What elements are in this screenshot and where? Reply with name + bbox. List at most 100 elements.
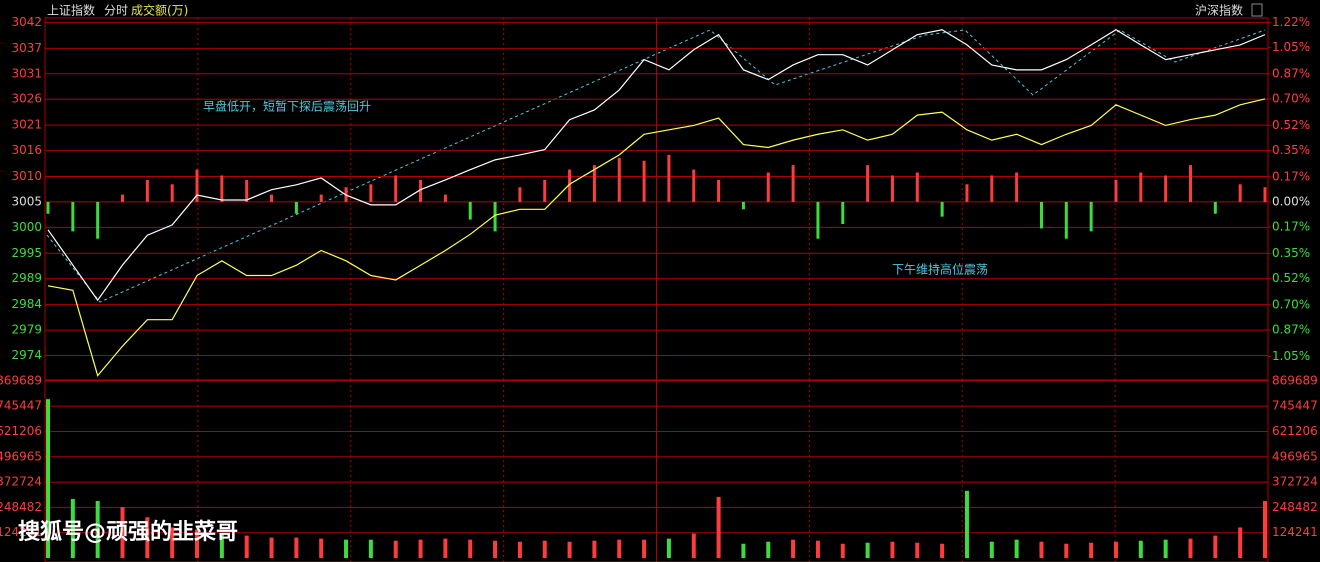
volume-bar — [219, 533, 224, 558]
volume-bar — [666, 538, 671, 558]
bar — [468, 201, 472, 220]
y-tick-label: 496965 — [0, 449, 42, 463]
y2-tick-label: 248482 — [1272, 500, 1318, 514]
y-tick-label: 3042 — [11, 15, 42, 29]
y2-tick-label: 0.70% — [1272, 297, 1310, 311]
volume-bar — [1138, 540, 1143, 558]
volume-bar — [840, 543, 845, 558]
bar — [294, 201, 298, 214]
y2-tick-label: 0.17% — [1272, 169, 1310, 183]
y2-tick-label: 0.87% — [1272, 322, 1310, 336]
y2-tick-label: 621206 — [1272, 424, 1318, 438]
bar — [866, 165, 870, 202]
bar — [841, 201, 845, 225]
y-tick-label: 745447 — [0, 399, 42, 413]
volume-bar — [517, 541, 522, 558]
volume-bar — [1188, 538, 1193, 558]
volume-bar — [989, 541, 994, 558]
volume-bar — [1039, 541, 1044, 558]
y2-tick-label: 0.52% — [1272, 271, 1310, 285]
volume-bar — [368, 539, 373, 558]
volume-bar — [195, 529, 200, 558]
y-tick-label: 124241 — [0, 525, 42, 539]
volume-bar — [592, 540, 597, 558]
y2-tick-label: 124241 — [1272, 525, 1318, 539]
bar — [220, 175, 224, 202]
line — [47, 98, 1266, 377]
volume-bar — [269, 537, 274, 558]
bar — [96, 201, 100, 239]
y-tick-label: 3037 — [11, 41, 42, 55]
bar — [890, 175, 894, 202]
volume-bar — [716, 496, 721, 558]
bar — [46, 201, 50, 214]
y2-tick-label: 1.05% — [1272, 40, 1310, 54]
bar — [1114, 179, 1118, 202]
volume-bar — [815, 540, 820, 558]
y-tick-label: 2974 — [11, 348, 42, 362]
bar — [1188, 165, 1192, 202]
volume-bar — [1064, 543, 1069, 558]
volume-bar — [617, 539, 622, 558]
volume-bar — [418, 539, 423, 558]
volume-bar — [344, 539, 349, 558]
bar — [766, 172, 770, 202]
y-tick-label: 2989 — [11, 271, 42, 285]
y-tick-label: 3021 — [11, 118, 42, 132]
bar — [245, 179, 249, 202]
y-tick-label: 3031 — [11, 66, 42, 80]
volume-bar — [46, 399, 50, 558]
y2-tick-label: 869689 — [1272, 373, 1318, 387]
y-tick-label: 2979 — [11, 323, 42, 337]
bar — [394, 175, 398, 202]
y2-tick-label: 745447 — [1272, 399, 1318, 413]
bar — [493, 201, 497, 232]
bar — [145, 179, 149, 202]
bar — [71, 201, 75, 232]
volume-bar — [70, 498, 75, 558]
volume-bar — [393, 540, 398, 558]
y-tick-label: 372724 — [0, 475, 42, 489]
y2-tick-label: 1.05% — [1272, 349, 1310, 363]
volume-bar — [145, 517, 150, 558]
bar — [518, 187, 522, 202]
y-tick-label: 3000 — [11, 220, 42, 234]
bar — [1238, 184, 1242, 202]
volume-bar — [865, 542, 870, 558]
bar — [1263, 187, 1267, 202]
volume-bar — [567, 541, 572, 558]
y-tick-label: 248482 — [0, 500, 42, 514]
volume-bar — [642, 539, 647, 558]
volume-bar — [915, 542, 920, 558]
volume-bar — [170, 527, 175, 558]
y2-tick-label: 0.35% — [1272, 143, 1310, 157]
y-tick-label: 3026 — [11, 92, 42, 106]
bar — [170, 184, 174, 202]
bar — [1039, 201, 1043, 229]
volume-bar — [766, 541, 771, 558]
volume-title: 成交额(万) — [131, 3, 188, 18]
bar — [940, 201, 944, 217]
bar — [990, 175, 994, 202]
plot: 3042 3037 3031 3026 3021 3016 3010 3005 3000 2995… — [0, 15, 1318, 558]
y-tick-label: 3016 — [11, 143, 42, 157]
index-name: 上证指数 — [47, 3, 95, 18]
bar — [717, 179, 721, 202]
bar — [741, 201, 745, 210]
volume-bar — [468, 539, 473, 558]
bar — [816, 201, 820, 239]
trend-line — [46, 29, 1266, 303]
line — [47, 29, 1266, 302]
y2-tick-label: 496965 — [1272, 449, 1318, 463]
mode[interactable]: 分时 — [104, 4, 128, 18]
volume-bar — [691, 533, 696, 558]
bar — [1213, 201, 1217, 214]
y-tick-label: 869689 — [0, 373, 42, 387]
y2-tick-label: 0.17% — [1272, 219, 1310, 233]
bar — [568, 169, 572, 202]
bar — [642, 160, 646, 202]
y-tick-label: 3010 — [11, 169, 42, 183]
close-box[interactable] — [1251, 3, 1263, 17]
